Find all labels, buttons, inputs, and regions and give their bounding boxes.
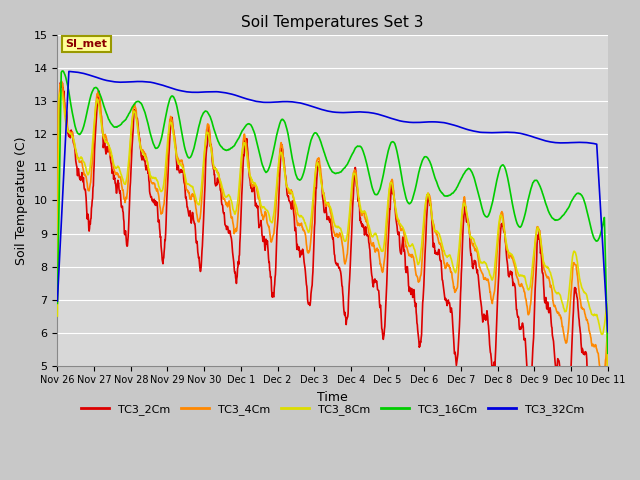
Legend: TC3_2Cm, TC3_4Cm, TC3_8Cm, TC3_16Cm, TC3_32Cm: TC3_2Cm, TC3_4Cm, TC3_8Cm, TC3_16Cm, TC3… [77, 400, 589, 420]
Text: SI_met: SI_met [66, 39, 108, 49]
Title: Soil Temperatures Set 3: Soil Temperatures Set 3 [241, 15, 424, 30]
Y-axis label: Soil Temperature (C): Soil Temperature (C) [15, 136, 28, 265]
X-axis label: Time: Time [317, 391, 348, 404]
